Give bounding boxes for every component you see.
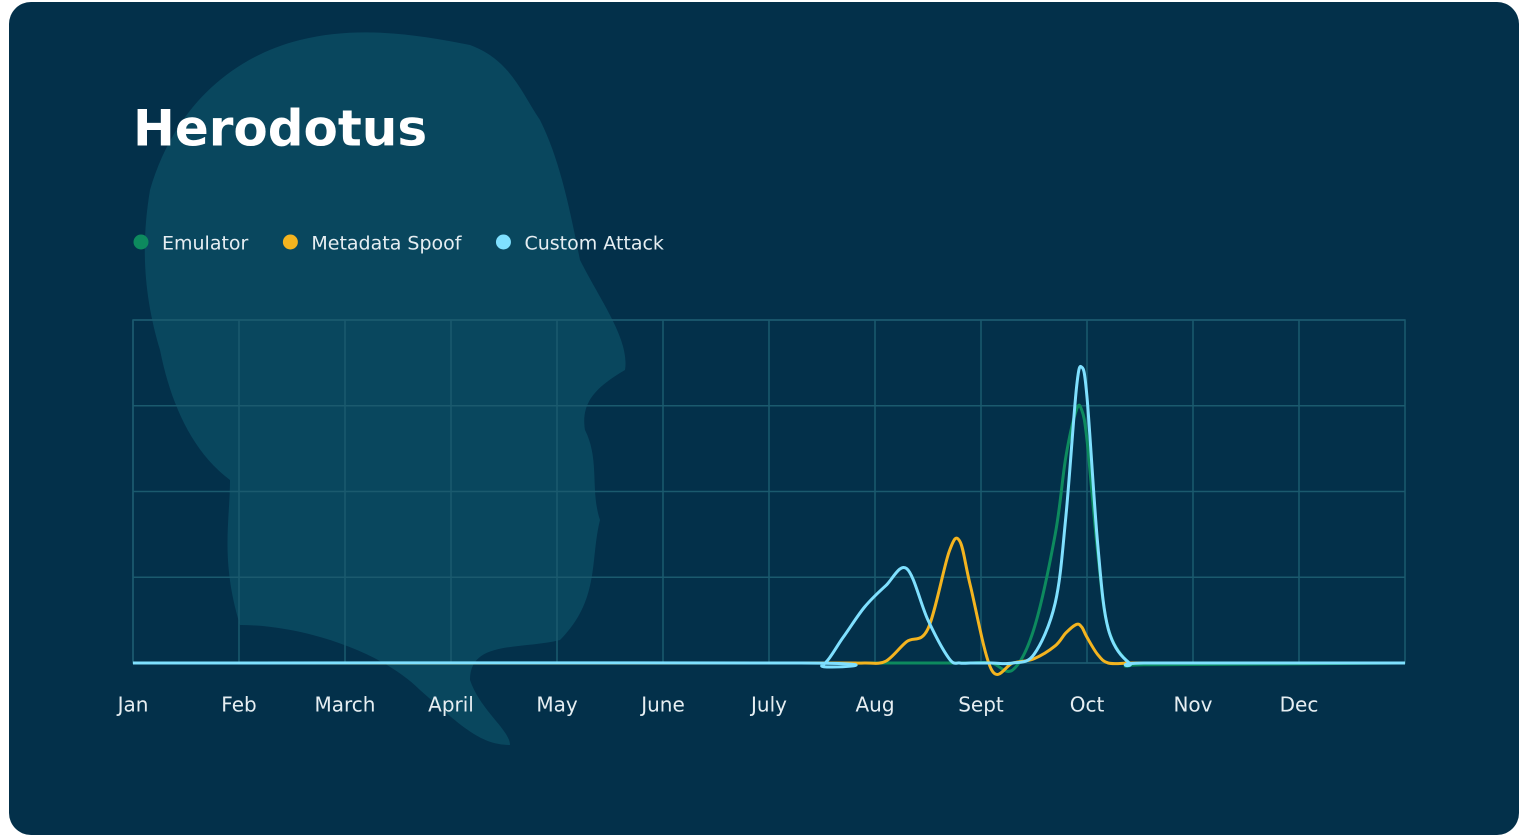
x-tick-label: Sept: [958, 693, 1004, 717]
x-tick-label: March: [315, 693, 376, 717]
series-line: [132, 364, 1405, 669]
x-tick-label: Aug: [855, 693, 894, 717]
legend-label: Emulator: [162, 233, 249, 255]
x-tick-label: April: [428, 693, 474, 717]
legend-marker: [133, 234, 149, 250]
legend-marker: [282, 234, 298, 250]
legend-marker: [495, 234, 511, 250]
x-tick-label: Nov: [1173, 693, 1212, 717]
x-tick-label: Oct: [1070, 693, 1105, 717]
x-tick-label: Feb: [221, 693, 256, 717]
silhouette: [144, 32, 626, 745]
x-tick-label: June: [639, 693, 685, 717]
chart-title: Herodotus: [133, 100, 427, 158]
legend-label: Custom Attack: [524, 233, 664, 255]
x-tick-label: Jan: [116, 693, 149, 717]
x-tick-label: May: [536, 693, 578, 717]
x-tick-label: Dec: [1280, 693, 1319, 717]
legend-label: Metadata Spoof: [311, 233, 462, 255]
x-tick-label: July: [749, 693, 787, 717]
